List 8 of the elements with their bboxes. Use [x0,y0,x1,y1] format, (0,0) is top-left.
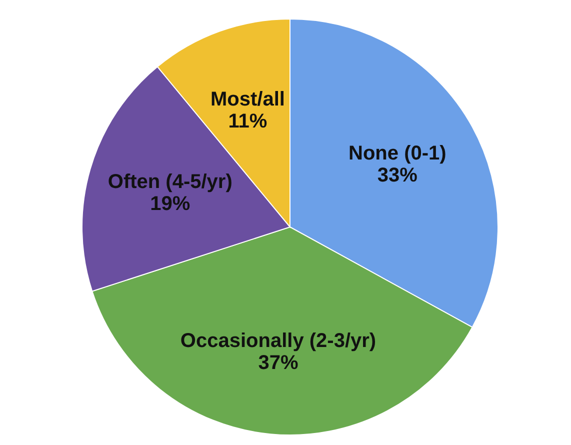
slice-label: None (0-1) [348,142,446,164]
data-label: 37% [258,352,298,374]
data-label: 19% [150,193,190,216]
data-label: 33% [377,164,418,186]
slice-label: Most/all [210,88,285,111]
slice-label: Occasionally (2-3/yr) [180,330,376,352]
data-label: 11% [228,110,268,133]
slice-label: Often (4-5/yr) [108,171,232,194]
